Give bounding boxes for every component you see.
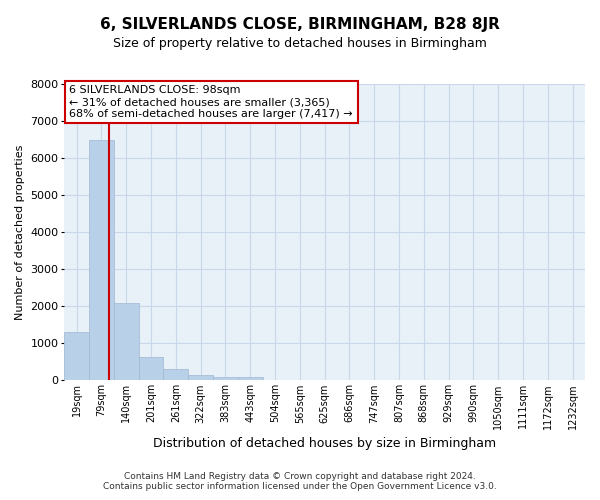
Text: Contains public sector information licensed under the Open Government Licence v3: Contains public sector information licen… (103, 482, 497, 491)
Bar (89, 140, 114, 380)
Bar (139, 357, 163, 380)
X-axis label: Distribution of detached houses by size in Birmingham: Distribution of detached houses by size … (153, 437, 496, 450)
Bar (238, 378, 263, 380)
Text: 6 SILVERLANDS CLOSE: 98sqm
← 31% of detached houses are smaller (3,365)
68% of s: 6 SILVERLANDS CLOSE: 98sqm ← 31% of deta… (70, 86, 353, 118)
Text: Contains HM Land Registry data © Crown copyright and database right 2024.: Contains HM Land Registry data © Crown c… (124, 472, 476, 481)
Y-axis label: Number of detached properties: Number of detached properties (15, 144, 25, 320)
Text: 6, SILVERLANDS CLOSE, BIRMINGHAM, B28 8JR: 6, SILVERLANDS CLOSE, BIRMINGHAM, B28 8J… (100, 18, 500, 32)
Text: Size of property relative to detached houses in Birmingham: Size of property relative to detached ho… (113, 38, 487, 51)
Bar (213, 378, 238, 380)
Bar (188, 375, 213, 380)
Bar (114, 304, 139, 380)
Bar (64, 332, 89, 380)
Bar (163, 370, 188, 380)
